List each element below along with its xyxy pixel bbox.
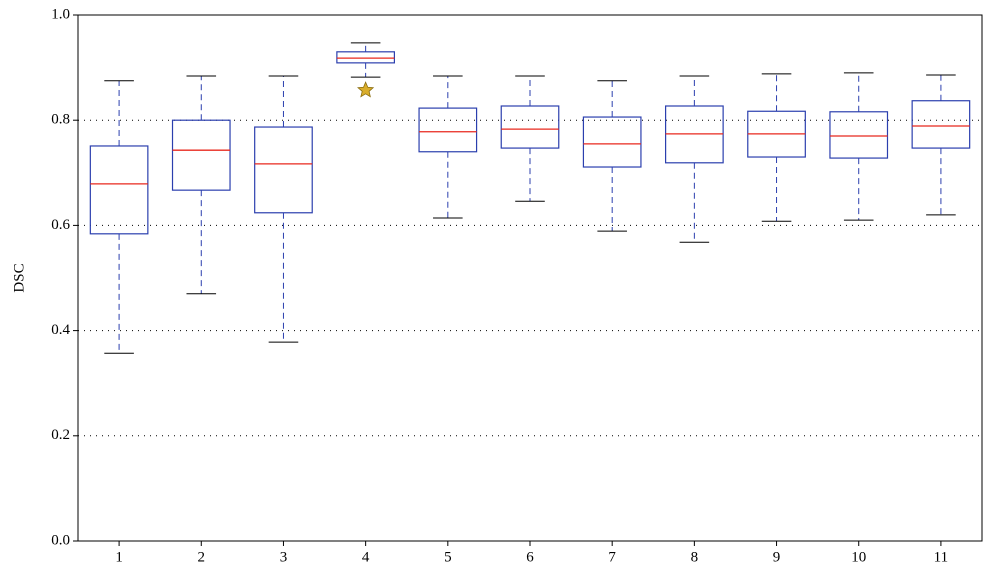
y-tick-label: 0.8 — [51, 112, 70, 128]
x-tick-label: 11 — [934, 549, 948, 565]
y-tick-label: 0.0 — [51, 532, 70, 548]
box — [500, 105, 560, 149]
y-tick-label: 0.6 — [51, 217, 70, 233]
x-tick-label: 4 — [362, 549, 370, 565]
box — [171, 119, 231, 191]
x-tick-label: 6 — [526, 549, 534, 565]
x-tick-label: 10 — [851, 549, 866, 565]
x-tick-label: 5 — [444, 549, 452, 565]
y-tick-label: 0.4 — [51, 322, 70, 338]
x-tick-label: 1 — [115, 549, 123, 565]
box — [254, 126, 313, 214]
box — [336, 51, 396, 64]
outlier — [357, 81, 375, 98]
y-axis-label: DSC — [11, 263, 27, 292]
y-tick-label: 0.2 — [51, 427, 70, 443]
box — [582, 116, 642, 168]
x-tick-label: 3 — [280, 549, 288, 565]
box — [418, 107, 478, 153]
x-tick-label: 8 — [691, 549, 699, 565]
y-tick-label: 1.0 — [51, 6, 70, 22]
x-tick-label: 2 — [198, 549, 206, 565]
x-tick-label: 9 — [773, 549, 781, 565]
box — [911, 100, 971, 149]
x-tick-label: 7 — [608, 549, 616, 565]
box — [89, 145, 149, 235]
box — [829, 111, 889, 159]
